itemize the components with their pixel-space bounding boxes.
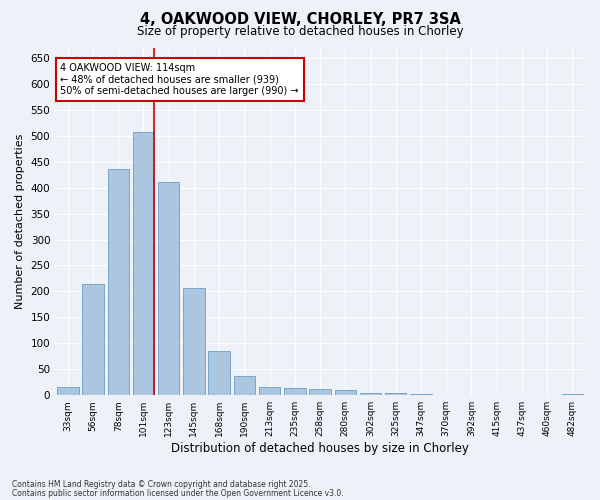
Text: 4 OAKWOOD VIEW: 114sqm
← 48% of detached houses are smaller (939)
50% of semi-de: 4 OAKWOOD VIEW: 114sqm ← 48% of detached…	[61, 63, 299, 96]
Bar	[107, 170, 129, 395]
Bar	[436, 394, 457, 395]
Bar	[208, 351, 230, 395]
Bar	[310, 389, 331, 395]
Bar	[562, 394, 583, 395]
Bar	[183, 288, 205, 395]
Text: Contains public sector information licensed under the Open Government Licence v3: Contains public sector information licen…	[12, 488, 344, 498]
Bar	[82, 284, 104, 395]
Bar	[259, 388, 280, 395]
Bar	[360, 392, 381, 395]
Bar	[284, 388, 305, 395]
Text: Contains HM Land Registry data © Crown copyright and database right 2025.: Contains HM Land Registry data © Crown c…	[12, 480, 311, 489]
Bar	[133, 132, 154, 395]
Bar	[57, 388, 79, 395]
Bar	[461, 394, 482, 395]
Bar	[158, 182, 179, 395]
Y-axis label: Number of detached properties: Number of detached properties	[15, 134, 25, 309]
Bar	[410, 394, 432, 395]
Text: 4, OAKWOOD VIEW, CHORLEY, PR7 3SA: 4, OAKWOOD VIEW, CHORLEY, PR7 3SA	[140, 12, 460, 28]
Text: Size of property relative to detached houses in Chorley: Size of property relative to detached ho…	[137, 25, 463, 38]
Bar	[233, 376, 255, 395]
Bar	[335, 390, 356, 395]
X-axis label: Distribution of detached houses by size in Chorley: Distribution of detached houses by size …	[171, 442, 469, 455]
Bar	[385, 393, 406, 395]
